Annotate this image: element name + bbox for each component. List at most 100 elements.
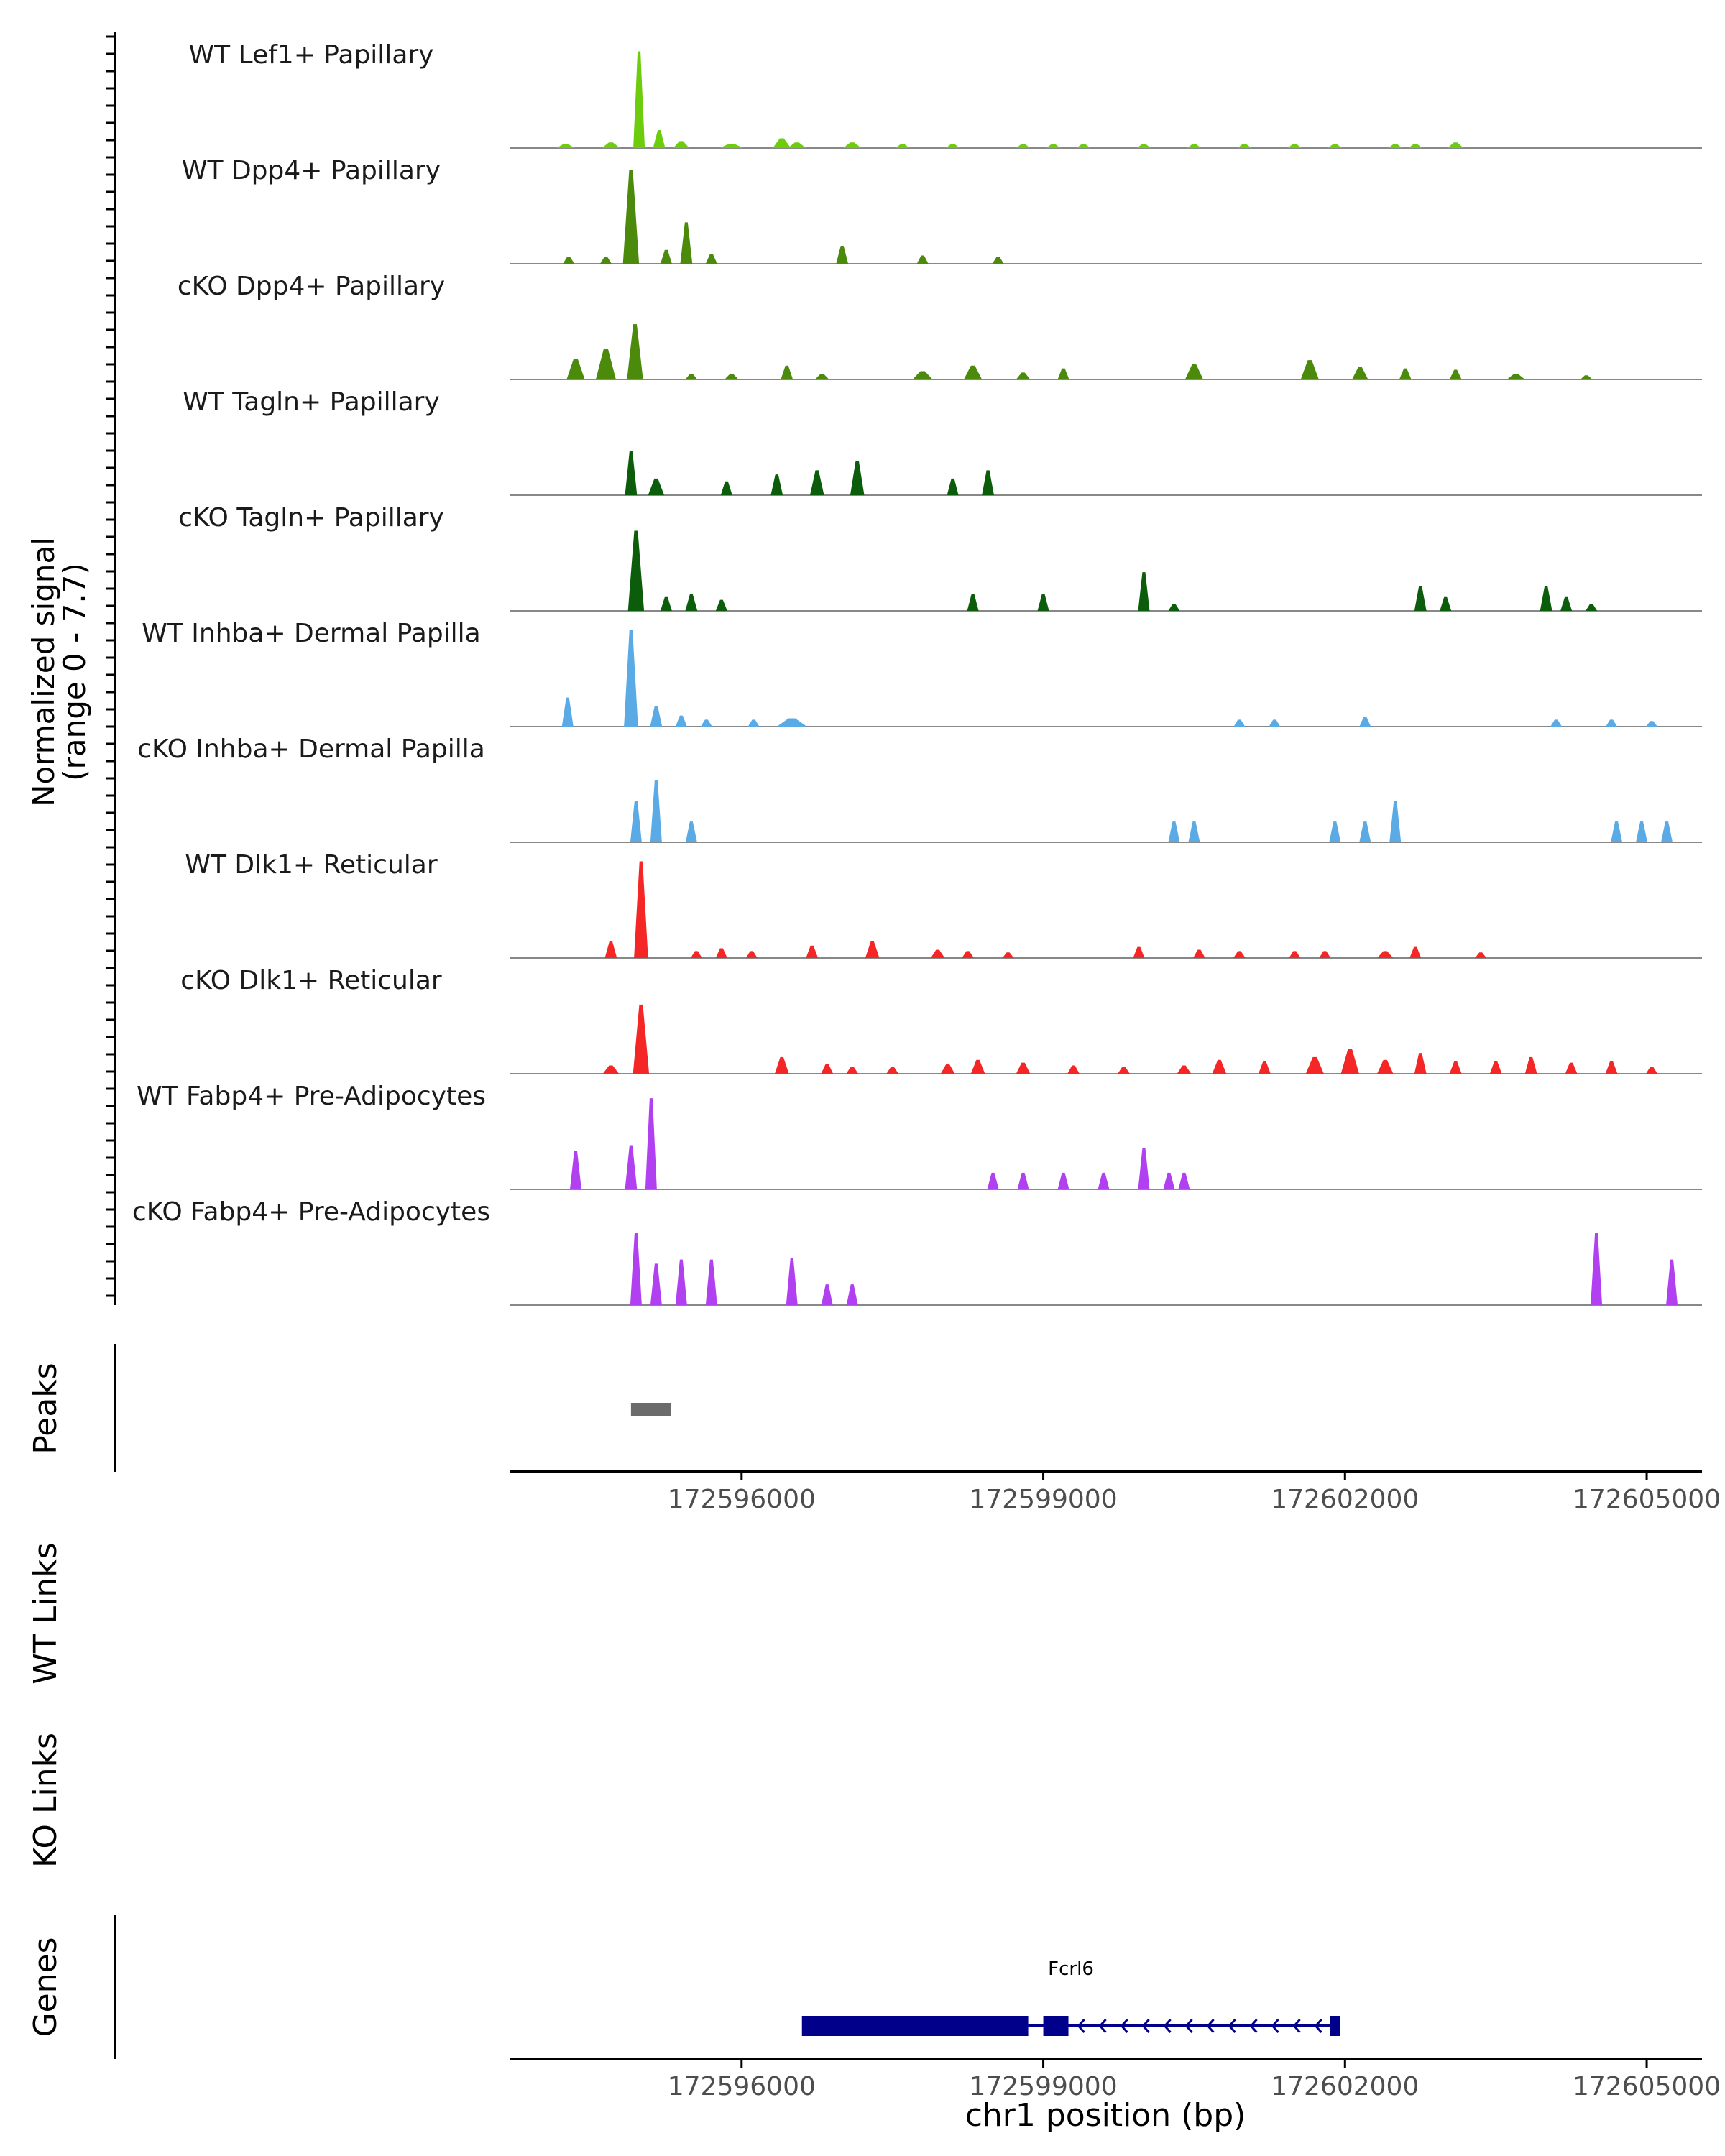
wt-links-track-label: WT Links (27, 1542, 64, 1684)
signal-peak (1646, 1067, 1658, 1074)
track-label: WT Tagln+ Papillary (183, 387, 440, 417)
signal-peak (745, 951, 758, 958)
signal-peak (1046, 144, 1061, 148)
track-label: cKO Dpp4+ Papillary (178, 272, 445, 301)
signal-peak (627, 324, 643, 379)
signal-peak (715, 948, 727, 958)
x-tick-label: 172605000 (1573, 1485, 1721, 1514)
signal-peak (1340, 1049, 1359, 1074)
signal-peak (1233, 719, 1246, 727)
signal-peak (1389, 801, 1402, 842)
gene-exon (1043, 2016, 1069, 2036)
signal-peak (1408, 144, 1423, 148)
signal-peak (1017, 1172, 1029, 1189)
signal-peak (1661, 821, 1673, 842)
signal-peak (595, 349, 616, 379)
signal-peak (680, 222, 693, 264)
signal-peak (715, 599, 727, 611)
track-label: cKO Fabp4+ Pre-Adipocytes (132, 1197, 490, 1227)
signal-peak (650, 780, 662, 842)
signal-peak (1138, 572, 1150, 611)
signal-peak (1591, 1233, 1603, 1305)
signal-peak (982, 470, 994, 495)
signal-peak (814, 374, 829, 379)
signal-peak (806, 945, 819, 958)
track-label: cKO Dlk1+ Reticular (180, 966, 442, 995)
signal-peak (1002, 952, 1014, 958)
signal-peak (648, 478, 665, 495)
signal-peak (1414, 1053, 1427, 1074)
signal-peak (992, 257, 1004, 264)
signal-peak (1580, 375, 1593, 379)
signal-peak (1440, 596, 1452, 611)
signal-track: WT Dpp4+ Papillary (182, 156, 1702, 264)
x-tick-label: 172596000 (668, 2072, 816, 2101)
signal-peak (947, 478, 959, 495)
signal-peak (1016, 144, 1031, 148)
signal-peak (821, 1064, 834, 1074)
signal-peak (1414, 586, 1427, 611)
signal-peak (1188, 821, 1200, 842)
strand-arrow (1271, 2019, 1279, 2033)
x-tick-label: 172602000 (1271, 1485, 1419, 1514)
signal-y-axis (106, 32, 116, 1305)
signal-peak (788, 142, 806, 148)
signal-peak (566, 359, 585, 379)
signal-peak (645, 1098, 657, 1189)
strand-arrow (1206, 2019, 1215, 2033)
signal-peak (836, 246, 849, 264)
signal-peak (1409, 946, 1422, 958)
track-label: WT Fabp4+ Pre-Adipocytes (137, 1082, 486, 1111)
signal-peak (1506, 374, 1525, 379)
peak-region (630, 1403, 671, 1416)
signal-peak (1611, 821, 1623, 842)
x-axis-bottom: 172596000 172599000 172602000 172605000 (510, 2058, 1721, 2101)
signal-peak (1016, 372, 1031, 379)
signal-peak (846, 1284, 858, 1305)
strand-arrow (1249, 2019, 1258, 2033)
signal-peak (563, 257, 575, 264)
signal-peak (1168, 821, 1180, 842)
signal-peak (781, 365, 794, 379)
signal-peak (912, 371, 933, 379)
signal-peak (786, 1258, 798, 1305)
signal-track: cKO Fabp4+ Pre-Adipocytes (132, 1197, 1702, 1306)
x-tick-label: 172605000 (1573, 2072, 1721, 2101)
signal-peak (1377, 1059, 1394, 1074)
signal-peak (634, 861, 648, 958)
signal-peak (1037, 594, 1049, 611)
signal-peak (1475, 952, 1487, 958)
signal-peak (821, 1284, 833, 1305)
signal-peak (1666, 1259, 1678, 1305)
track-label: WT Lef1+ Papillary (189, 40, 434, 70)
signal-peak (1540, 586, 1552, 611)
x-tick-label: 172596000 (668, 1485, 816, 1514)
signal-peak (625, 451, 638, 495)
signal-peak (690, 951, 702, 958)
signal-peak (1057, 368, 1070, 379)
signal-peak (1399, 368, 1412, 379)
signal-peak (970, 1059, 985, 1074)
signal-track: WT Fabp4+ Pre-Adipocytes (137, 1082, 1702, 1190)
strand-arrow (1292, 2019, 1301, 2033)
signal-peak (1193, 949, 1205, 958)
signal-peak (1118, 1067, 1130, 1074)
signal-peak (1233, 951, 1246, 958)
track-label: WT Inhba+ Dermal Papilla (142, 619, 480, 648)
signal-peak (604, 941, 617, 958)
peaks-track (630, 1403, 671, 1416)
signal-peak (809, 470, 824, 495)
genes-track-label: Genes (27, 1937, 64, 2037)
signal-peak (1352, 367, 1368, 379)
signal-peak (850, 460, 865, 495)
signal-peak (1057, 1172, 1070, 1189)
strand-arrow (1077, 2019, 1085, 2033)
strand-arrow (1120, 2019, 1128, 2033)
signal-peak (1636, 821, 1648, 842)
strand-arrow (1163, 2019, 1172, 2033)
signal-peak (776, 718, 807, 727)
signal-peak (685, 374, 698, 379)
gene-name-label: Fcrl6 (1048, 1958, 1094, 1980)
signal-peak (1305, 1056, 1324, 1074)
